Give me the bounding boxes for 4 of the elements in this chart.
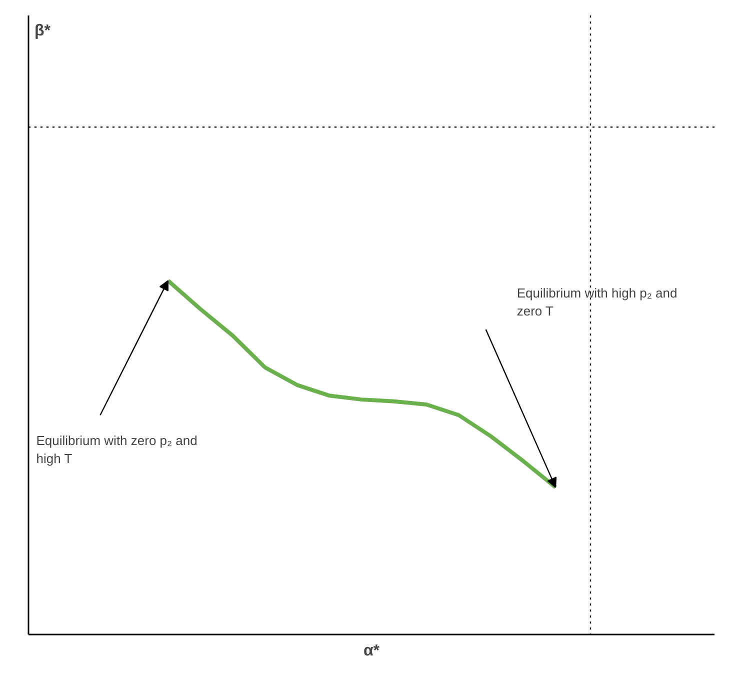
annotation: Equilibrium with high p₂ and zero T xyxy=(516,286,678,319)
annotation: Equilibrium with zero p₂ and high T xyxy=(36,432,198,466)
x-axis-title: α* xyxy=(363,642,380,660)
text: β* xyxy=(34,22,52,40)
